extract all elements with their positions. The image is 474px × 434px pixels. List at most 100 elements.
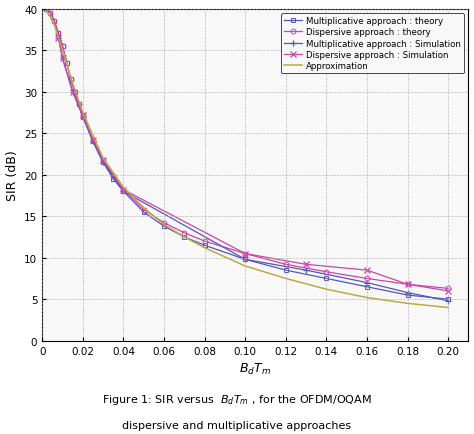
Multiplicative approach : theory: (0.016, 30): theory: (0.016, 30) [72,90,78,95]
Multiplicative approach : theory: (0.08, 11.5): theory: (0.08, 11.5) [202,243,208,248]
Dispersive approach : theory: (0.12, 9.2): theory: (0.12, 9.2) [283,262,289,267]
Dispersive approach : theory: (0.16, 7.5): theory: (0.16, 7.5) [364,276,370,281]
Dispersive approach : theory: (0.2, 6.3): theory: (0.2, 6.3) [445,286,451,291]
Approximation [52,23,57,29]
Multiplicative approach : theory: (0.006, 38.5): theory: (0.006, 38.5) [52,20,57,25]
Approximation [141,206,146,211]
Approximation [80,111,86,116]
Approximation [47,15,53,20]
Multiplicative approach : theory: (0.004, 39.5): theory: (0.004, 39.5) [47,11,53,16]
Multiplicative approach : Simulation: (0.1, 9.8): Simulation: (0.1, 9.8) [242,257,248,262]
Dispersive approach : theory: (0.006, 38.5): theory: (0.006, 38.5) [52,20,57,25]
Dispersive approach : theory: (0.004, 39.5): theory: (0.004, 39.5) [47,11,53,16]
Multiplicative approach : theory: (0.03, 21.5): theory: (0.03, 21.5) [100,160,106,165]
Approximation [182,235,187,240]
Dispersive approach : Simulation: (0.008, 36.5): Simulation: (0.008, 36.5) [55,36,61,41]
Dispersive approach : theory: (0.06, 14.2): theory: (0.06, 14.2) [161,220,167,226]
Approximation [324,287,329,292]
Dispersive approach : theory: (0.016, 30): theory: (0.016, 30) [72,90,78,95]
Approximation [100,156,106,161]
Multiplicative approach : Simulation: (0.04, 18): Simulation: (0.04, 18) [120,189,126,194]
Dispersive approach : Simulation: (0.18, 6.8): Simulation: (0.18, 6.8) [405,282,410,287]
Line: Multiplicative approach : Simulation: Multiplicative approach : Simulation [55,35,452,305]
Approximation [283,276,289,281]
Multiplicative approach : theory: (0.06, 13.8): theory: (0.06, 13.8) [161,224,167,229]
Dispersive approach : theory: (0.025, 24.2): theory: (0.025, 24.2) [90,138,96,143]
Dispersive approach : theory: (0.05, 15.8): theory: (0.05, 15.8) [141,207,146,213]
Approximation [60,48,65,53]
Multiplicative approach : Simulation: (0.03, 21.5): Simulation: (0.03, 21.5) [100,160,106,165]
Multiplicative approach : theory: (0.14, 7.5): theory: (0.14, 7.5) [324,276,329,281]
Multiplicative approach : theory: (0.02, 27): theory: (0.02, 27) [80,115,86,120]
Text: dispersive and multiplicative approaches: dispersive and multiplicative approaches [122,420,352,430]
Dispersive approach : theory: (0.002, 40): theory: (0.002, 40) [44,7,49,12]
Approximation [44,9,49,14]
Dispersive approach : Simulation: (0.1, 10.5): Simulation: (0.1, 10.5) [242,251,248,256]
Dispersive approach : theory: (0.14, 8.3): theory: (0.14, 8.3) [324,270,329,275]
Multiplicative approach : theory: (0.04, 18): theory: (0.04, 18) [120,189,126,194]
Dispersive approach : Simulation: (0.13, 9.2): Simulation: (0.13, 9.2) [303,262,309,267]
Multiplicative approach : theory: (0.1, 9.8): theory: (0.1, 9.8) [242,257,248,262]
Dispersive approach : theory: (0.02, 27.2): theory: (0.02, 27.2) [80,113,86,118]
Multiplicative approach : Simulation: (0.13, 8.5): Simulation: (0.13, 8.5) [303,268,309,273]
Dispersive approach : theory: (0.035, 19.8): theory: (0.035, 19.8) [110,174,116,180]
Line: Dispersive approach : theory: Dispersive approach : theory [44,7,451,291]
Dispersive approach : Simulation: (0.01, 34): Simulation: (0.01, 34) [60,57,65,62]
Multiplicative approach : theory: (0.025, 24): theory: (0.025, 24) [90,139,96,145]
Approximation [445,305,451,310]
Multiplicative approach : Simulation: (0.2, 4.8): Simulation: (0.2, 4.8) [445,299,451,304]
Approximation [202,246,208,251]
Text: Figure 1: SIR versus  $B_dT_m$ , for the OFDM/OQAM: Figure 1: SIR versus $B_dT_m$ , for the … [102,392,372,406]
Multiplicative approach : theory: (0.01, 35.5): theory: (0.01, 35.5) [60,44,65,49]
Multiplicative approach : theory: (0.035, 19.5): theory: (0.035, 19.5) [110,177,116,182]
Multiplicative approach : theory: (0.012, 33.5): theory: (0.012, 33.5) [64,61,69,66]
Multiplicative approach : theory: (0.2, 5): theory: (0.2, 5) [445,297,451,302]
Dispersive approach : Simulation: (0.2, 6): Simulation: (0.2, 6) [445,289,451,294]
Line: Approximation: Approximation [44,10,448,308]
Dispersive approach : theory: (0.08, 12): theory: (0.08, 12) [202,239,208,244]
Y-axis label: SIR (dB): SIR (dB) [6,150,18,201]
Multiplicative approach : theory: (0.07, 12.5): theory: (0.07, 12.5) [182,235,187,240]
Dispersive approach : theory: (0.012, 33.5): theory: (0.012, 33.5) [64,61,69,66]
Multiplicative approach : theory: (0.05, 15.5): theory: (0.05, 15.5) [141,210,146,215]
Dispersive approach : theory: (0.014, 31.5): theory: (0.014, 31.5) [68,77,73,82]
Multiplicative approach : Simulation: (0.18, 5.8): Simulation: (0.18, 5.8) [405,290,410,296]
Multiplicative approach : Simulation: (0.16, 7): Simulation: (0.16, 7) [364,280,370,286]
Multiplicative approach : Simulation: (0.01, 34): Simulation: (0.01, 34) [60,57,65,62]
Multiplicative approach : Simulation: (0.015, 30): Simulation: (0.015, 30) [70,90,75,95]
Line: Dispersive approach : Simulation: Dispersive approach : Simulation [55,35,452,295]
Dispersive approach : theory: (0.01, 35.5): theory: (0.01, 35.5) [60,44,65,49]
Legend: Multiplicative approach : theory, Dispersive approach : theory, Multiplicative a: Multiplicative approach : theory, Disper… [281,14,464,74]
Multiplicative approach : theory: (0.12, 8.5): theory: (0.12, 8.5) [283,268,289,273]
X-axis label: $B_dT_m$: $B_dT_m$ [239,362,271,376]
Dispersive approach : Simulation: (0.03, 21.8): Simulation: (0.03, 21.8) [100,158,106,163]
Line: Multiplicative approach : theory: Multiplicative approach : theory [44,7,451,302]
Multiplicative approach : theory: (0.014, 31.5): theory: (0.014, 31.5) [68,77,73,82]
Dispersive approach : Simulation: (0.025, 24.2): Simulation: (0.025, 24.2) [90,138,96,143]
Approximation [242,264,248,269]
Dispersive approach : theory: (0.008, 37): theory: (0.008, 37) [55,32,61,37]
Multiplicative approach : theory: (0.002, 40): theory: (0.002, 40) [44,7,49,12]
Dispersive approach : theory: (0.04, 18.2): theory: (0.04, 18.2) [120,187,126,193]
Dispersive approach : theory: (0.1, 10.5): theory: (0.1, 10.5) [242,251,248,256]
Multiplicative approach : Simulation: (0.02, 27): Simulation: (0.02, 27) [80,115,86,120]
Multiplicative approach : theory: (0.008, 37): theory: (0.008, 37) [55,32,61,37]
Approximation [70,82,75,87]
Dispersive approach : Simulation: (0.04, 18.2): Simulation: (0.04, 18.2) [120,187,126,193]
Multiplicative approach : theory: (0.18, 5.5): theory: (0.18, 5.5) [405,293,410,298]
Approximation [161,222,167,227]
Approximation [41,7,47,12]
Dispersive approach : Simulation: (0.02, 27.2): Simulation: (0.02, 27.2) [80,113,86,118]
Multiplicative approach : theory: (0.018, 28.5): theory: (0.018, 28.5) [76,102,82,108]
Dispersive approach : theory: (0.03, 21.8): theory: (0.03, 21.8) [100,158,106,163]
Approximation [364,295,370,300]
Dispersive approach : theory: (0.07, 13): theory: (0.07, 13) [182,230,187,236]
Approximation [55,36,61,41]
Approximation [120,185,126,190]
Multiplicative approach : Simulation: (0.025, 24): Simulation: (0.025, 24) [90,139,96,145]
Multiplicative approach : theory: (0.16, 6.5): theory: (0.16, 6.5) [364,284,370,289]
Multiplicative approach : Simulation: (0.008, 36.5): Simulation: (0.008, 36.5) [55,36,61,41]
Approximation [405,301,410,306]
Dispersive approach : Simulation: (0.015, 30): Simulation: (0.015, 30) [70,90,75,95]
Dispersive approach : theory: (0.18, 6.8): theory: (0.18, 6.8) [405,282,410,287]
